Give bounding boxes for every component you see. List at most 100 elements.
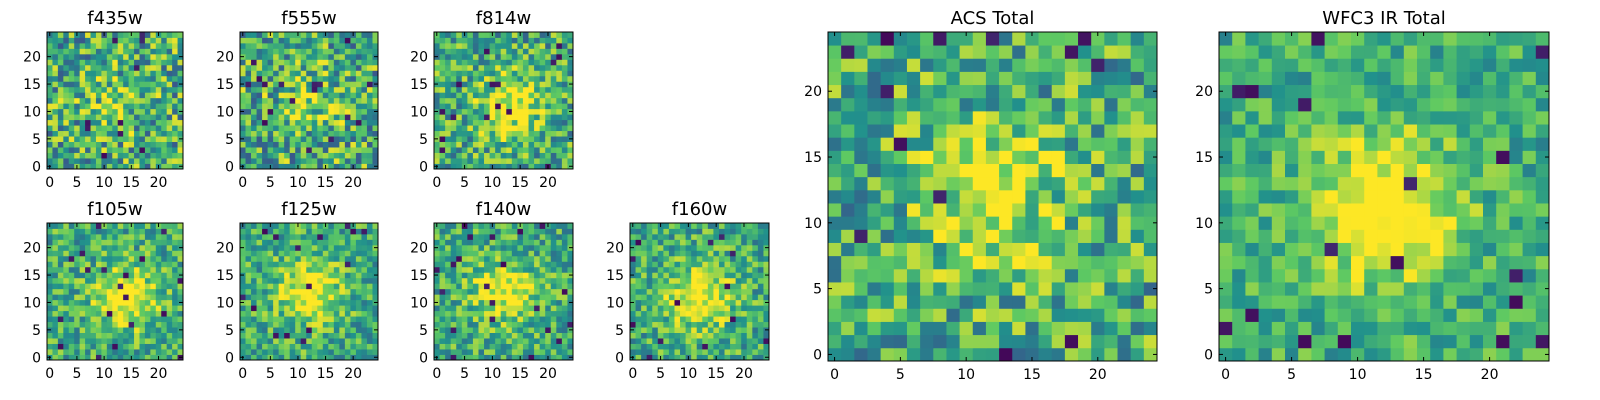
heatmap-cell — [522, 59, 529, 66]
heatmap-cell — [139, 108, 146, 115]
heatmap-cell — [630, 228, 636, 235]
heatmap-cell — [517, 288, 524, 295]
heatmap-cell — [511, 92, 518, 99]
heatmap-cell — [730, 310, 737, 317]
heatmap-cell — [333, 316, 340, 323]
heatmap-cell — [256, 119, 263, 126]
heatmap-cell — [506, 130, 513, 137]
heatmap-cell — [79, 228, 86, 235]
heatmap-cell — [273, 250, 280, 257]
heatmap-cell — [284, 244, 291, 251]
heatmap-cell — [144, 250, 151, 257]
heatmap-cell — [63, 141, 70, 148]
heatmap-cell — [134, 158, 140, 164]
heatmap-cell — [172, 272, 178, 279]
heatmap-cell — [134, 130, 140, 137]
heatmap-cell — [68, 223, 75, 229]
heatmap-cell — [478, 108, 485, 115]
heatmap-cell — [245, 316, 252, 323]
heatmap-cell — [372, 48, 379, 55]
heatmap-cell — [1143, 282, 1158, 296]
heatmap-cell — [854, 216, 868, 230]
heatmap-cell — [311, 70, 318, 77]
heatmap-cell — [484, 86, 490, 93]
heatmap-cell — [528, 32, 535, 38]
heatmap-cell — [306, 97, 313, 104]
heatmap-cell — [478, 64, 485, 71]
heatmap-cell — [746, 343, 753, 350]
heatmap-cell — [85, 42, 91, 49]
heatmap-cell — [741, 239, 748, 246]
heatmap-cell — [567, 114, 574, 121]
heatmap-cell — [674, 239, 681, 246]
heatmap-cell — [461, 332, 468, 339]
heatmap-cell — [123, 288, 129, 295]
heatmap-cell — [306, 114, 313, 121]
heatmap-cell — [372, 64, 379, 71]
heatmap-cell — [144, 305, 151, 312]
heatmap-cell — [123, 97, 129, 104]
heatmap-cell — [166, 152, 173, 159]
heatmap-cell — [251, 158, 257, 164]
heatmap-cell — [289, 305, 296, 312]
heatmap-cell — [311, 75, 318, 82]
heatmap-cell — [652, 343, 659, 350]
heatmap-cell — [284, 64, 291, 71]
heatmap-cell — [74, 332, 81, 339]
heatmap-cell — [680, 283, 686, 290]
heatmap-cell — [112, 261, 119, 268]
heatmap-cell — [284, 305, 291, 312]
heatmap-cell — [489, 244, 496, 251]
heatmap-cell — [139, 288, 146, 295]
heatmap-cell — [240, 75, 246, 82]
heatmap-cell — [144, 272, 151, 279]
heatmap-cell — [646, 349, 653, 355]
heatmap-cell — [556, 119, 563, 126]
heatmap-cell — [674, 244, 681, 251]
heatmap-cell — [57, 125, 64, 132]
heatmap-cell — [1012, 321, 1026, 336]
heatmap-cell — [484, 332, 490, 339]
heatmap-cell — [985, 347, 1000, 362]
heatmap-cell — [567, 239, 574, 246]
heatmap-cell — [90, 316, 97, 323]
heatmap-cell — [461, 244, 468, 251]
heatmap-cell — [117, 130, 124, 137]
heatmap-cell — [300, 332, 307, 339]
heatmap-cell — [166, 108, 173, 115]
heatmap-cell — [828, 176, 842, 191]
heatmap-cell — [741, 294, 748, 301]
heatmap-cell — [757, 288, 764, 295]
heatmap-cell — [561, 108, 568, 115]
heatmap-cell — [663, 288, 670, 295]
heatmap-cell — [289, 147, 296, 153]
heatmap-cell — [668, 288, 675, 295]
heatmap-cell — [450, 255, 457, 262]
heatmap-cell — [999, 255, 1013, 270]
heatmap-cell — [134, 70, 140, 77]
heatmap-cell — [172, 349, 178, 355]
heatmap-cell — [652, 223, 659, 229]
heatmap-cell — [867, 321, 882, 336]
heatmap-cell — [539, 228, 546, 235]
y-tick-label: 0 — [225, 159, 234, 175]
heatmap-cell — [112, 125, 119, 132]
heatmap-cell — [150, 86, 157, 93]
heatmap-cell — [144, 228, 151, 235]
heatmap-cell — [322, 233, 329, 240]
heatmap-cell — [262, 310, 268, 317]
heatmap-cell — [251, 288, 257, 295]
heatmap-cell — [112, 283, 119, 290]
heatmap-cell — [47, 70, 53, 77]
heatmap-cell — [166, 288, 173, 295]
heatmap-cell — [652, 277, 659, 284]
heatmap-cell — [506, 114, 513, 121]
heatmap-cell — [434, 332, 440, 339]
heatmap-cell — [1012, 334, 1026, 349]
heatmap-cell — [511, 37, 518, 44]
heatmap-cell — [339, 130, 346, 137]
heatmap-cell — [322, 92, 329, 99]
heatmap-cell — [161, 310, 168, 317]
heatmap-cell — [372, 147, 379, 153]
heatmap-cell — [52, 42, 59, 49]
